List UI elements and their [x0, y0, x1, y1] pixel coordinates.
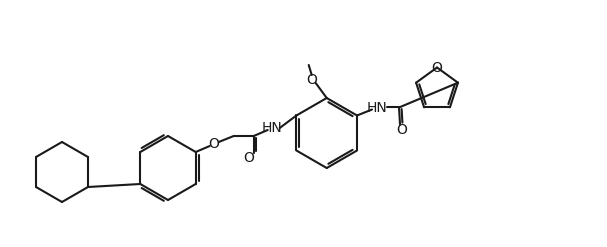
- Text: O: O: [396, 123, 407, 137]
- Text: HN: HN: [367, 101, 387, 115]
- Text: O: O: [208, 137, 219, 151]
- Text: O: O: [307, 73, 317, 87]
- Text: O: O: [432, 61, 443, 75]
- Text: HN: HN: [262, 121, 282, 135]
- Text: O: O: [243, 151, 254, 165]
